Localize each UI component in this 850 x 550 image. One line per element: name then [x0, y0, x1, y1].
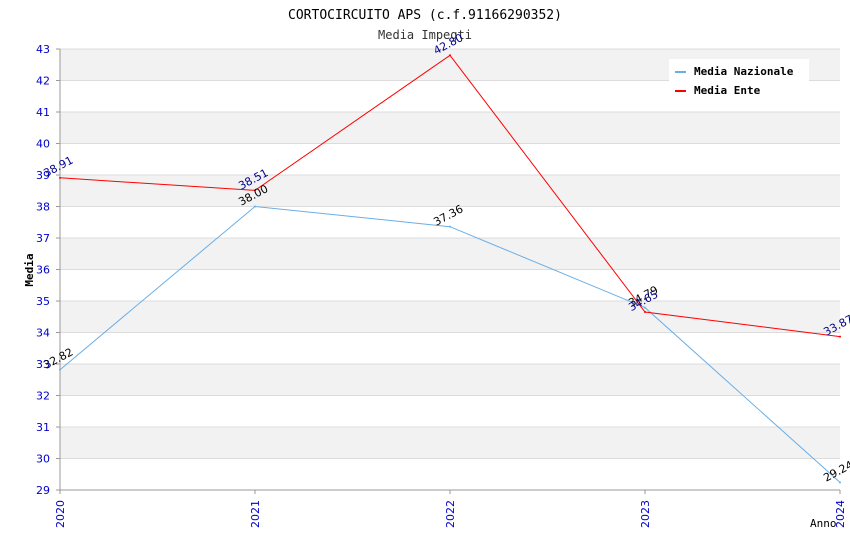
y-tick-label: 33 [36, 358, 50, 371]
data-point [59, 176, 61, 179]
x-axis-label: Anno [810, 517, 837, 530]
grid-band [60, 175, 840, 207]
y-tick-label: 34 [36, 327, 50, 340]
y-tick-label: 40 [36, 138, 50, 151]
y-tick-label: 39 [36, 169, 50, 182]
y-tick-label: 36 [36, 264, 50, 277]
y-axis-ticks: 29 30 31 32 33 34 35 36 37 38 39 40 41 42 43 [36, 43, 60, 497]
data-point [59, 368, 61, 371]
legend: Media Nazionale Media Ente [669, 59, 809, 103]
data-point [254, 189, 256, 192]
data-point [644, 306, 646, 309]
x-tick-label: 2021 [249, 500, 262, 528]
x-tick-label: 2023 [639, 500, 652, 528]
y-tick-label: 43 [36, 43, 50, 56]
y-tick-label: 41 [36, 106, 50, 119]
y-tick-label: 35 [36, 295, 50, 308]
data-point [254, 205, 256, 208]
data-point [839, 481, 841, 484]
chart-subtitle: Media Impegti [378, 28, 472, 42]
data-point [644, 311, 646, 314]
grid-bands [60, 49, 840, 459]
y-tick-label: 38 [36, 201, 50, 214]
data-point [449, 54, 451, 57]
grid-band [60, 364, 840, 396]
legend-box [669, 59, 809, 103]
x-tick-label: 2024 [834, 500, 847, 528]
y-tick-label: 32 [36, 390, 50, 403]
grid-band [60, 301, 840, 333]
y-tick-label: 37 [36, 232, 50, 245]
data-point [449, 225, 451, 228]
x-tick-label: 2020 [54, 500, 67, 528]
y-tick-label: 29 [36, 484, 50, 497]
grid-band [60, 112, 840, 144]
x-axis-ticks: 2020 2021 2022 2023 2024 [54, 490, 847, 528]
chart-title: CORTOCIRCUITO APS (c.f.91166290352) [288, 8, 562, 23]
grid-band [60, 238, 840, 270]
series-lines [59, 54, 841, 484]
y-tick-label: 30 [36, 453, 50, 466]
y-axis-label: Media [23, 253, 36, 286]
legend-label-media-ente: Media Ente [694, 84, 761, 97]
x-tick-label: 2022 [444, 500, 457, 528]
data-point [839, 335, 841, 338]
grid-band [60, 427, 840, 459]
y-tick-label: 42 [36, 75, 50, 88]
data-label: 29.24 [821, 458, 850, 484]
y-tick-label: 31 [36, 421, 50, 434]
legend-label-media-nazionale: Media Nazionale [694, 65, 794, 78]
